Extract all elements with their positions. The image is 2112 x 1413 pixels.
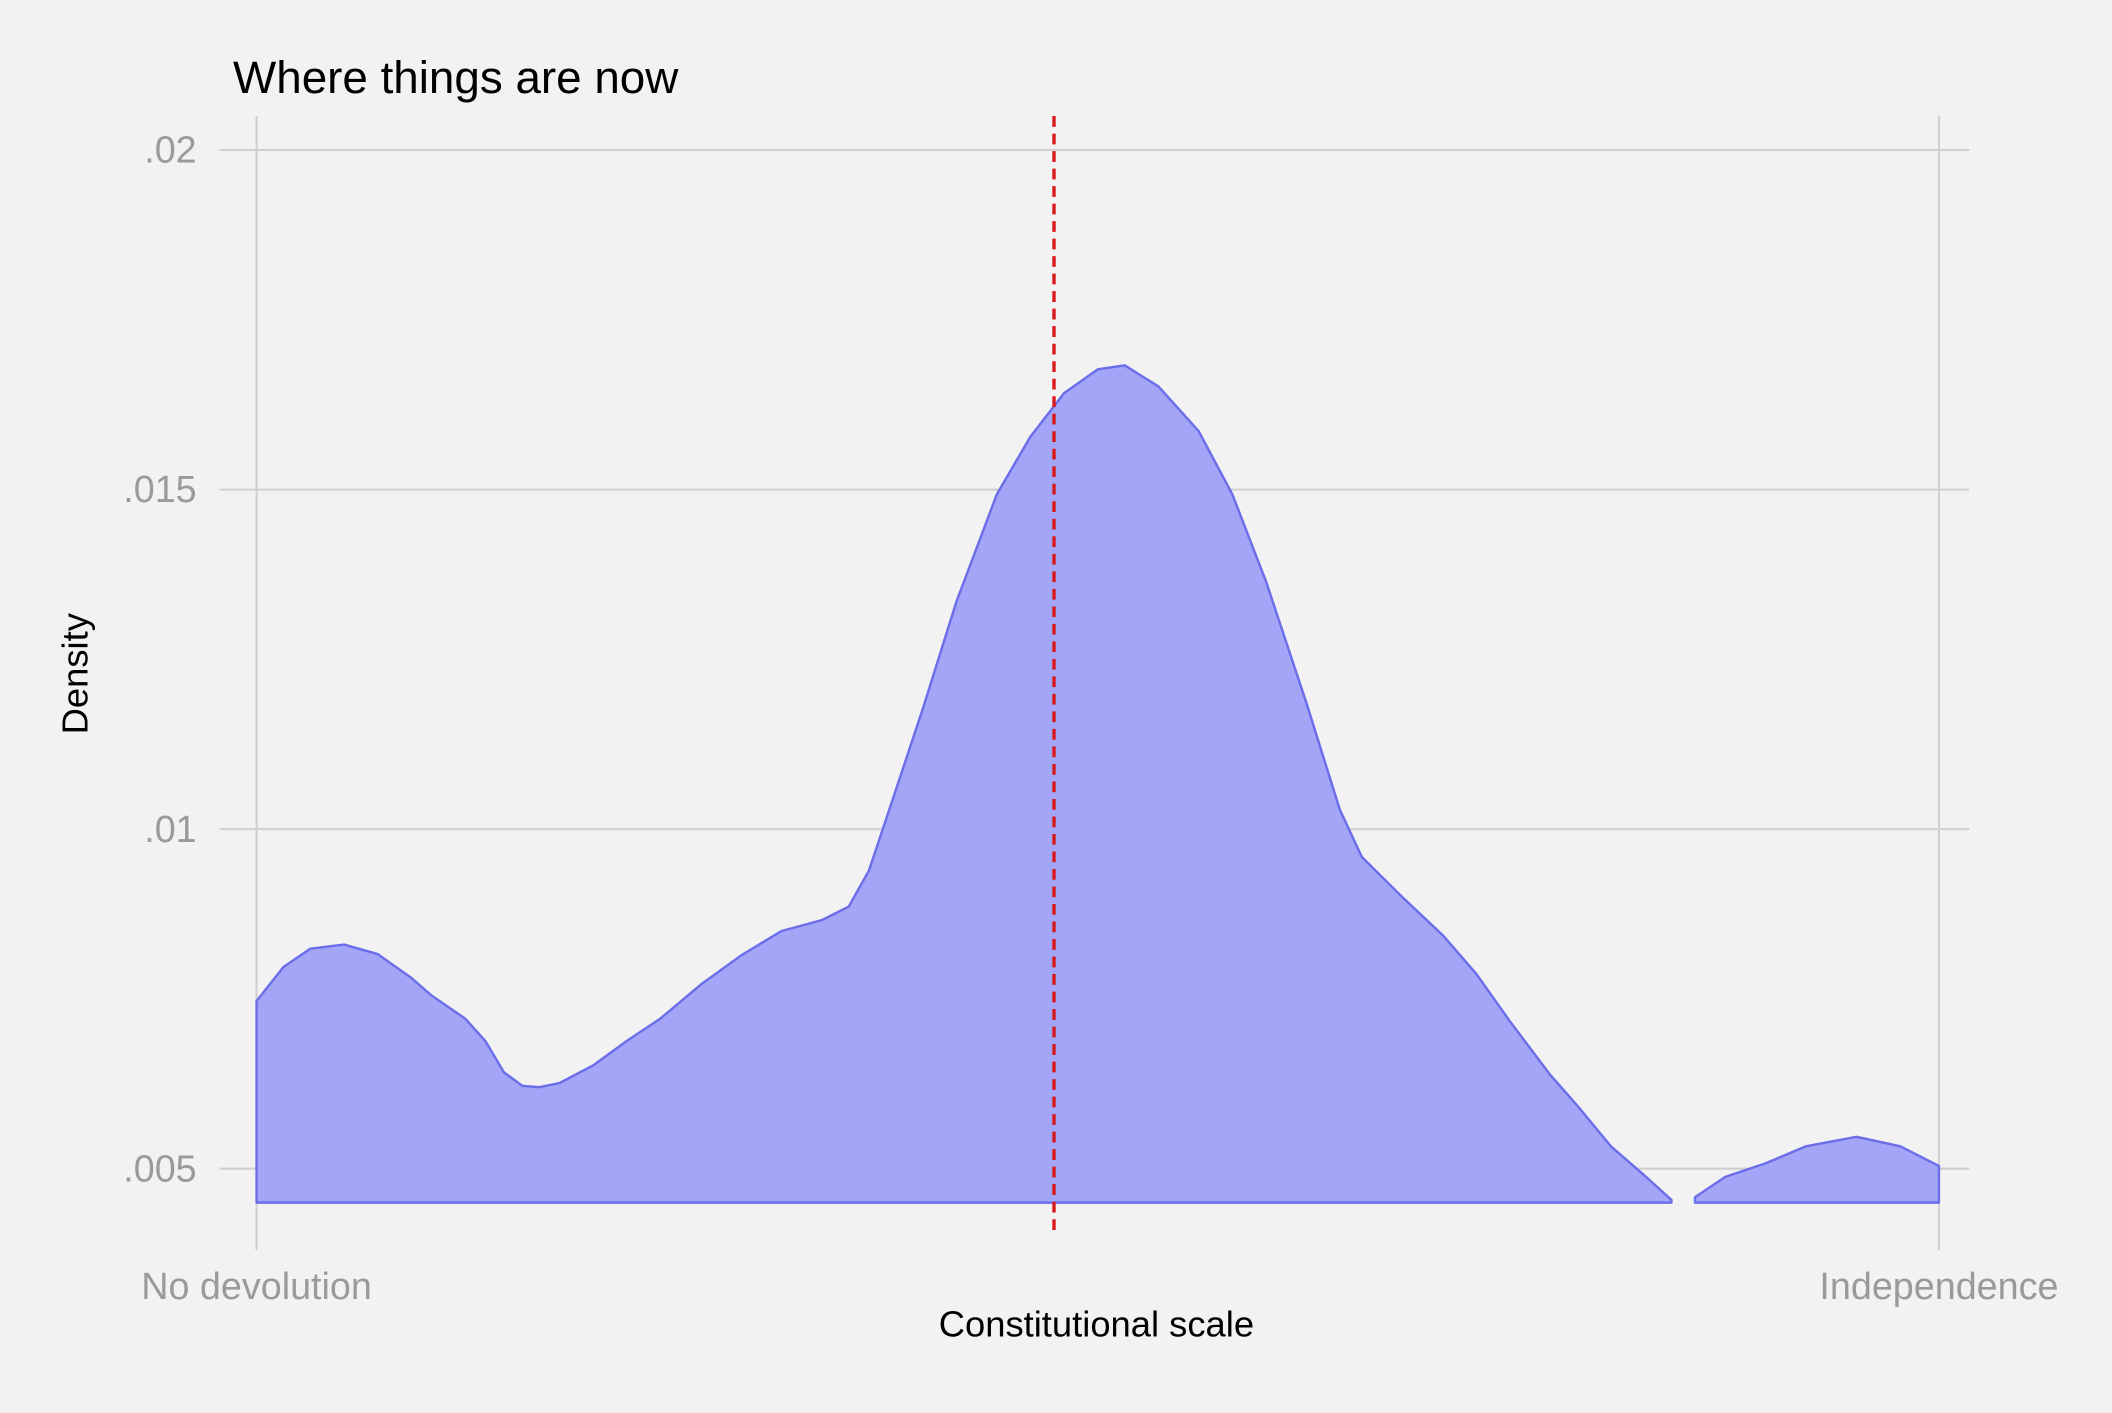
y-tick-label: .02: [144, 129, 196, 171]
y-tick-label: .01: [144, 808, 196, 850]
y-axis-label: Density: [55, 612, 96, 734]
x-tick-label: Independence: [1819, 1265, 2058, 1307]
x-tick-label: No devolution: [141, 1265, 372, 1307]
density-area: [255, 364, 1941, 1204]
chart-title: Where things are now: [233, 52, 679, 103]
y-tick-label: .005: [123, 1147, 196, 1189]
x-axis-label: Constitutional scale: [939, 1304, 1254, 1345]
y-tick-label: .015: [123, 468, 196, 510]
